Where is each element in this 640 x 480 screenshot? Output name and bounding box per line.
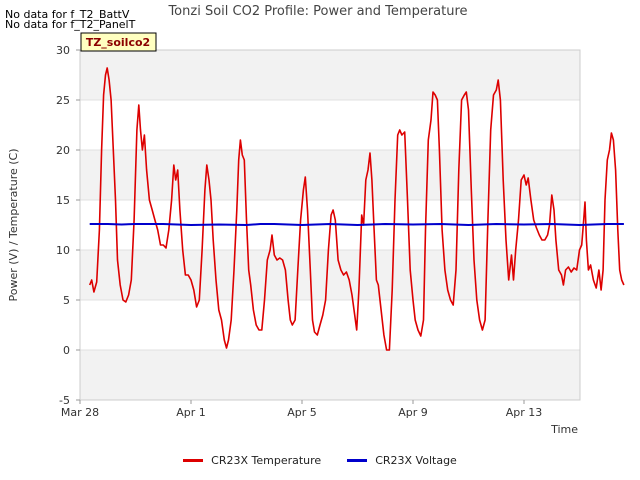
grid-band (80, 50, 580, 100)
series-line-temperature (88, 67, 625, 351)
grid-band (80, 300, 580, 350)
y-axis-label: Power (V) / Temperature (C) (7, 148, 20, 301)
x-tick-label: Apr 9 (398, 406, 428, 419)
grid-band (80, 100, 580, 150)
site-tag: TZ_soilco2 (80, 32, 157, 52)
x-tick-label: Apr 1 (176, 406, 206, 419)
no-data-note-panelt: No data for f_T2_PanelT (5, 18, 136, 31)
grid-band (80, 250, 580, 300)
y-tick-label: 0 (63, 344, 70, 357)
legend-item-voltage: CR23X Voltage (347, 454, 457, 467)
legend: CR23X Temperature CR23X Voltage (0, 454, 640, 467)
y-tick-label: 5 (63, 294, 70, 307)
legend-item-temperature: CR23X Temperature (183, 454, 321, 467)
y-tick-label: 15 (56, 194, 70, 207)
y-tick-label: 20 (56, 144, 70, 157)
no-data-note-battv: No data for f_T2_BattV (5, 8, 130, 21)
x-axis-label: Time (550, 423, 578, 436)
y-tick-label: 10 (56, 244, 70, 257)
grid-band (80, 150, 580, 200)
legend-swatch-voltage (347, 459, 368, 462)
x-tick-label: Apr 13 (506, 406, 543, 419)
series-lines (88, 67, 625, 351)
legend-label-voltage: CR23X Voltage (375, 454, 457, 467)
y-tick-label: -5 (59, 394, 70, 407)
grid-band (80, 350, 580, 400)
y-tick-label: 30 (56, 44, 70, 57)
legend-label-temperature: CR23X Temperature (211, 454, 322, 467)
x-tick-label: Mar 28 (61, 406, 99, 419)
y-axis-ticks: -5 0 5 10 15 20 25 30 (56, 44, 80, 407)
site-tag-label: TZ_soilco2 (86, 36, 150, 49)
grid-bands (80, 49, 580, 401)
y-tick-label: 25 (56, 94, 70, 107)
series-line-voltage (89, 223, 624, 226)
x-axis-ticks: Mar 28 Apr 1 Apr 5 Apr 9 Apr 13 (61, 400, 542, 419)
chart-title: Tonzi Soil CO2 Profile: Power and Temper… (167, 4, 467, 19)
x-tick-label: Apr 5 (287, 406, 317, 419)
legend-swatch-temperature (183, 459, 204, 462)
